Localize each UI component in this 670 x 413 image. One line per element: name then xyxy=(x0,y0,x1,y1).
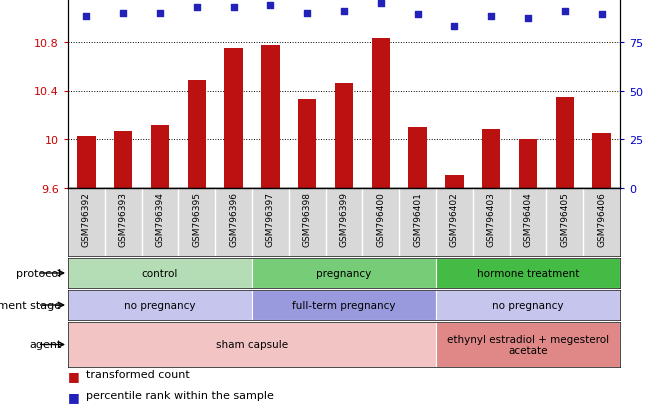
Text: percentile rank within the sample: percentile rank within the sample xyxy=(86,390,274,400)
Bar xyxy=(151,125,170,189)
Bar xyxy=(224,49,243,189)
Text: GSM796406: GSM796406 xyxy=(597,192,606,247)
Point xyxy=(265,2,276,9)
Bar xyxy=(409,128,427,189)
Point xyxy=(412,12,423,19)
Bar xyxy=(114,131,133,189)
Point xyxy=(486,14,496,21)
Point xyxy=(523,16,533,23)
Text: GSM796395: GSM796395 xyxy=(192,192,201,247)
Text: hormone treatment: hormone treatment xyxy=(477,268,579,278)
Bar xyxy=(68,290,252,320)
Point xyxy=(118,10,129,17)
Text: sham capsule: sham capsule xyxy=(216,339,288,350)
Point xyxy=(81,14,92,21)
Text: control: control xyxy=(142,268,178,278)
Bar xyxy=(68,259,252,288)
Text: GSM796394: GSM796394 xyxy=(155,192,165,247)
Text: GSM796401: GSM796401 xyxy=(413,192,422,247)
Bar xyxy=(252,259,436,288)
Bar xyxy=(555,97,574,189)
Bar xyxy=(436,322,620,367)
Bar xyxy=(436,259,620,288)
Text: GSM796399: GSM796399 xyxy=(340,192,348,247)
Point xyxy=(192,4,202,11)
Text: GSM796393: GSM796393 xyxy=(119,192,128,247)
Text: GSM796400: GSM796400 xyxy=(377,192,385,247)
Text: development stage: development stage xyxy=(0,300,61,310)
Text: no pregnancy: no pregnancy xyxy=(124,300,196,310)
Bar xyxy=(592,134,611,189)
Text: GSM796396: GSM796396 xyxy=(229,192,238,247)
Point xyxy=(155,10,165,17)
Point xyxy=(228,4,239,11)
Bar xyxy=(68,322,436,367)
Text: GSM796392: GSM796392 xyxy=(82,192,91,247)
Bar xyxy=(519,140,537,189)
Bar xyxy=(436,290,620,320)
Text: ethynyl estradiol + megesterol
acetate: ethynyl estradiol + megesterol acetate xyxy=(447,334,609,356)
Point xyxy=(449,24,460,31)
Point xyxy=(559,8,570,15)
Bar xyxy=(298,100,316,189)
Bar xyxy=(261,46,279,189)
Point xyxy=(375,0,386,7)
Text: GSM796398: GSM796398 xyxy=(303,192,312,247)
Text: transformed count: transformed count xyxy=(86,369,190,379)
Text: GSM796405: GSM796405 xyxy=(560,192,570,247)
Point xyxy=(302,10,313,17)
Bar xyxy=(188,81,206,189)
Bar xyxy=(77,136,96,189)
Text: ■: ■ xyxy=(68,369,84,382)
Text: protocol: protocol xyxy=(16,268,61,278)
Text: ■: ■ xyxy=(68,390,84,403)
Bar xyxy=(335,84,353,189)
Text: pregnancy: pregnancy xyxy=(316,268,372,278)
Text: full-term pregnancy: full-term pregnancy xyxy=(292,300,396,310)
Point xyxy=(338,8,349,15)
Bar xyxy=(445,175,464,189)
Bar xyxy=(372,39,390,189)
Text: agent: agent xyxy=(29,339,61,350)
Text: GSM796402: GSM796402 xyxy=(450,192,459,247)
Text: GSM796403: GSM796403 xyxy=(486,192,496,247)
Text: no pregnancy: no pregnancy xyxy=(492,300,563,310)
Text: GSM796404: GSM796404 xyxy=(523,192,533,247)
Bar xyxy=(252,290,436,320)
Point xyxy=(596,12,607,19)
Bar xyxy=(482,130,500,189)
Text: GSM796397: GSM796397 xyxy=(266,192,275,247)
